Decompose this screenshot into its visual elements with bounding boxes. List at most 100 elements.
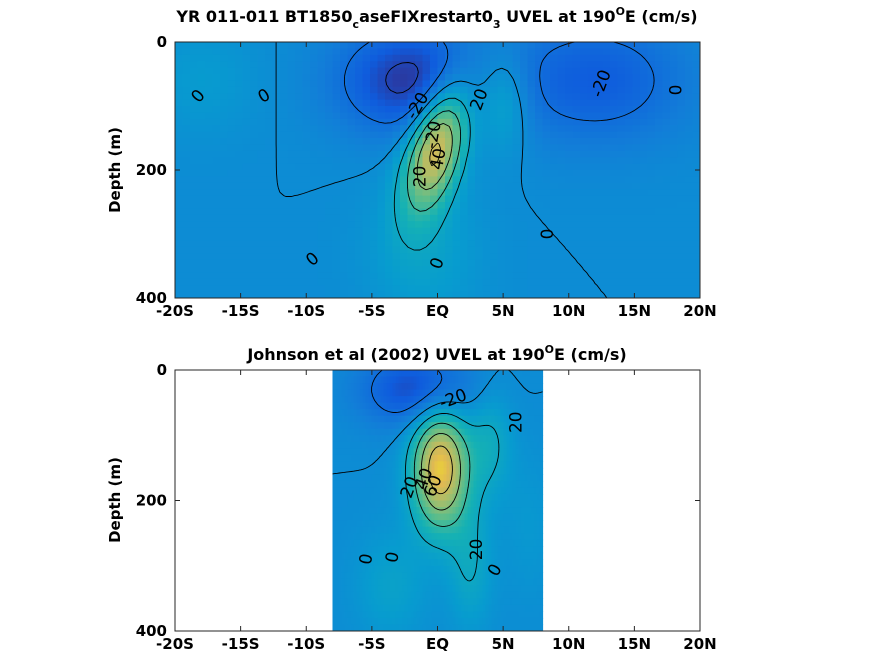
field-cell — [633, 183, 641, 190]
field-cell — [678, 55, 686, 62]
field-cell — [438, 202, 446, 209]
field-cell — [235, 119, 243, 126]
field-cell — [393, 260, 401, 267]
field-cell — [693, 55, 701, 62]
field-cell — [498, 202, 506, 209]
field-cell — [640, 132, 648, 139]
field-cell — [340, 221, 348, 228]
field-cell — [543, 125, 551, 132]
field-cell — [625, 74, 633, 81]
field-cell — [400, 42, 408, 49]
field-cell — [400, 266, 408, 273]
field-cell — [498, 253, 506, 260]
field-cell — [183, 196, 191, 203]
field-cell — [228, 119, 236, 126]
field-cell — [288, 266, 296, 273]
field-cell — [265, 208, 273, 215]
field-cell — [618, 164, 626, 171]
field-cell — [370, 221, 378, 228]
field-cell — [588, 138, 596, 145]
field-cell — [565, 260, 573, 267]
field-cell — [475, 119, 483, 126]
field-cell — [288, 68, 296, 75]
field-cell — [318, 74, 326, 81]
field-cell — [183, 68, 191, 75]
field-cell — [243, 93, 251, 100]
field-cell — [663, 112, 671, 119]
field-cell — [175, 74, 183, 81]
field-cell — [198, 138, 206, 145]
field-cell — [513, 112, 521, 119]
field-cell — [580, 240, 588, 247]
field-cell — [340, 157, 348, 164]
field-cell — [303, 176, 311, 183]
field-cell — [663, 68, 671, 75]
field-cell — [340, 253, 348, 260]
field-cell — [580, 183, 588, 190]
field-cell — [190, 266, 198, 273]
field-cell — [468, 61, 476, 68]
field-cell — [205, 253, 213, 260]
field-cell — [355, 125, 363, 132]
field-cell — [183, 119, 191, 126]
field-cell — [445, 112, 453, 119]
field-cell — [640, 144, 648, 151]
field-cell — [520, 260, 528, 267]
field-cell — [468, 48, 476, 55]
field-cell — [190, 202, 198, 209]
field-cell — [318, 221, 326, 228]
field-cell — [535, 247, 543, 254]
field-cell — [543, 74, 551, 81]
field-cell — [183, 285, 191, 292]
field-cell — [295, 68, 303, 75]
field-cell — [475, 144, 483, 151]
field-cell — [348, 202, 356, 209]
field-cell — [648, 183, 656, 190]
field-cell — [468, 157, 476, 164]
field-cell — [295, 285, 303, 292]
field-cell — [483, 170, 491, 177]
field-cell — [355, 100, 363, 107]
field-cell — [400, 48, 408, 55]
field-cell — [220, 221, 228, 228]
field-cell — [543, 164, 551, 171]
field-cell — [663, 176, 671, 183]
field-cell — [573, 253, 581, 260]
field-cell — [633, 285, 641, 292]
field-cell — [633, 221, 641, 228]
field-cell — [438, 93, 446, 100]
field-cell — [603, 132, 611, 139]
field-cell — [340, 151, 348, 158]
field-cell — [378, 234, 386, 241]
field-cell — [175, 285, 183, 292]
field-cell — [318, 240, 326, 247]
field-cell — [198, 48, 206, 55]
field-cell — [573, 157, 581, 164]
field-cell — [610, 272, 618, 279]
field-cell — [288, 234, 296, 241]
field-cell — [220, 253, 228, 260]
field-cell — [423, 208, 431, 215]
field-cell — [408, 48, 416, 55]
field-cell — [633, 151, 641, 158]
field-cell — [288, 144, 296, 151]
field-cell — [175, 93, 183, 100]
field-cell — [378, 202, 386, 209]
field-cell — [655, 55, 663, 62]
field-cell — [228, 228, 236, 235]
field-cell — [265, 272, 273, 279]
field-cell — [550, 151, 558, 158]
field-cell — [565, 253, 573, 260]
field-cell — [558, 61, 566, 68]
field-cell — [618, 80, 626, 87]
field-cell — [325, 42, 333, 49]
field-cell — [528, 260, 536, 267]
field-cell — [393, 48, 401, 55]
field-cell — [205, 247, 213, 254]
field-cell — [505, 202, 513, 209]
field-cell — [258, 228, 266, 235]
field-cell — [663, 253, 671, 260]
field-cell — [633, 272, 641, 279]
field-cell — [385, 215, 393, 222]
field-cell — [580, 221, 588, 228]
